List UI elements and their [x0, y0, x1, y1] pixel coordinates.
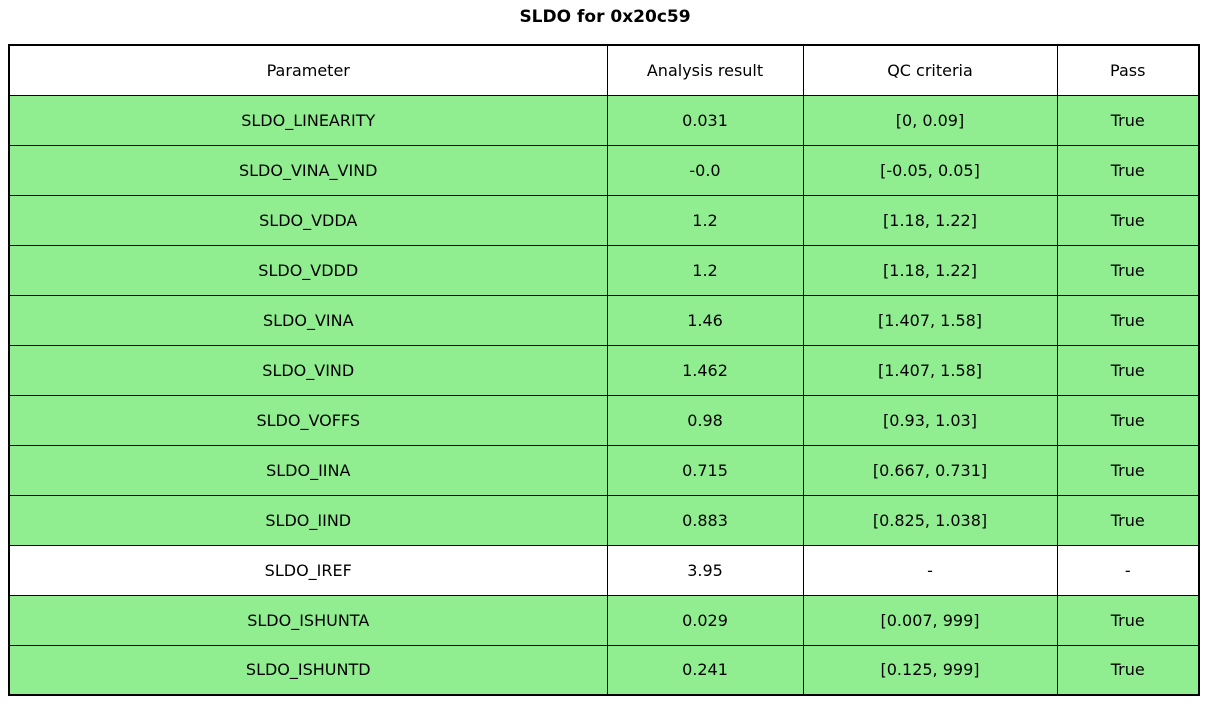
cell-qc-criteria: [0.93, 1.03]	[802, 394, 1058, 446]
qc-results-table: Parameter Analysis result QC criteria Pa…	[8, 44, 1200, 696]
cell-analysis-result: 1.2	[606, 194, 804, 246]
table-row: SLDO_VIND 1.462 [1.407, 1.58] True	[8, 344, 1200, 396]
cell-parameter: SLDO_VDDA	[8, 194, 608, 246]
cell-analysis-result: 0.241	[606, 644, 804, 696]
cell-pass: True	[1056, 644, 1200, 696]
cell-qc-criteria: [0.825, 1.038]	[802, 494, 1058, 546]
cell-qc-criteria: [0.667, 0.731]	[802, 444, 1058, 496]
cell-pass: True	[1056, 244, 1200, 296]
table-row: SLDO_IREF 3.95- -	[8, 544, 1200, 596]
table-row: SLDO_VDDA 1.2 [1.18, 1.22] True	[8, 194, 1200, 246]
col-header-analysis-result: Analysis result	[606, 44, 804, 96]
cell-analysis-result: 3.95	[606, 544, 804, 596]
cell-analysis-result: 0.883	[606, 494, 804, 546]
table-row: SLDO_VINA 1.46 [1.407, 1.58] True	[8, 294, 1200, 346]
cell-analysis-result: 0.029	[606, 594, 804, 646]
cell-analysis-result: 1.462	[606, 344, 804, 396]
cell-analysis-result: 0.98	[606, 394, 804, 446]
cell-pass: -	[1056, 544, 1200, 596]
header-row: Parameter Analysis result QC criteria Pa…	[8, 44, 1200, 96]
cell-parameter: SLDO_VIND	[8, 344, 608, 396]
cell-analysis-result: -0.0	[606, 144, 804, 196]
table-row: SLDO_IIND 0.883 [0.825, 1.038] True	[8, 494, 1200, 546]
cell-analysis-result: 0.031	[606, 94, 804, 146]
cell-pass: True	[1056, 344, 1200, 396]
cell-parameter: SLDO_IINA	[8, 444, 608, 496]
col-header-parameter: Parameter	[8, 44, 608, 96]
cell-parameter: SLDO_VDDD	[8, 244, 608, 296]
cell-parameter: SLDO_IREF	[8, 544, 608, 596]
cell-qc-criteria: [1.18, 1.22]	[802, 244, 1058, 296]
cell-parameter: SLDO_LINEARITY	[8, 94, 608, 146]
cell-pass: True	[1056, 294, 1200, 346]
col-header-pass: Pass	[1056, 44, 1200, 96]
cell-qc-criteria: -	[802, 544, 1058, 596]
cell-pass: True	[1056, 194, 1200, 246]
cell-parameter: SLDO_IIND	[8, 494, 608, 546]
table-row: SLDO_VOFFS 0.98 [0.93, 1.03] True	[8, 394, 1200, 446]
cell-analysis-result: 1.46	[606, 294, 804, 346]
table-row: SLDO_IINA 0.715 [0.667, 0.731] True	[8, 444, 1200, 496]
figure-title: SLDO for 0x20c59	[519, 7, 691, 27]
cell-qc-criteria: [1.407, 1.58]	[802, 344, 1058, 396]
cell-parameter: SLDO_ISHUNTA	[8, 594, 608, 646]
table-row: SLDO_ISHUNTA 0.029 [0.007, 999] True	[8, 594, 1200, 646]
cell-pass: True	[1056, 144, 1200, 196]
cell-analysis-result: 1.2	[606, 244, 804, 296]
cell-qc-criteria: [-0.05, 0.05]	[802, 144, 1058, 196]
cell-qc-criteria: [0.125, 999]	[802, 644, 1058, 696]
table-row: SLDO_VINA_VIND -0.0 [-0.05, 0.05] True	[8, 144, 1200, 196]
cell-parameter: SLDO_VINA	[8, 294, 608, 346]
cell-parameter: SLDO_VINA_VIND	[8, 144, 608, 196]
cell-qc-criteria: [0.007, 999]	[802, 594, 1058, 646]
cell-pass: True	[1056, 444, 1200, 496]
cell-qc-criteria: [0, 0.09]	[802, 94, 1058, 146]
cell-parameter: SLDO_ISHUNTD	[8, 644, 608, 696]
cell-qc-criteria: [1.18, 1.22]	[802, 194, 1058, 246]
col-header-qc-criteria: QC criteria	[802, 44, 1058, 96]
table-row: SLDO_VDDD 1.2 [1.18, 1.22] True	[8, 244, 1200, 296]
cell-pass: True	[1056, 594, 1200, 646]
cell-parameter: SLDO_VOFFS	[8, 394, 608, 446]
cell-qc-criteria: [1.407, 1.58]	[802, 294, 1058, 346]
cell-pass: True	[1056, 394, 1200, 446]
cell-pass: True	[1056, 94, 1200, 146]
table-row: SLDO_LINEARITY 0.031 [0, 0.09] True	[8, 94, 1200, 146]
cell-analysis-result: 0.715	[606, 444, 804, 496]
cell-pass: True	[1056, 494, 1200, 546]
table-row: SLDO_ISHUNTD 0.241 [0.125, 999] True	[8, 644, 1200, 696]
